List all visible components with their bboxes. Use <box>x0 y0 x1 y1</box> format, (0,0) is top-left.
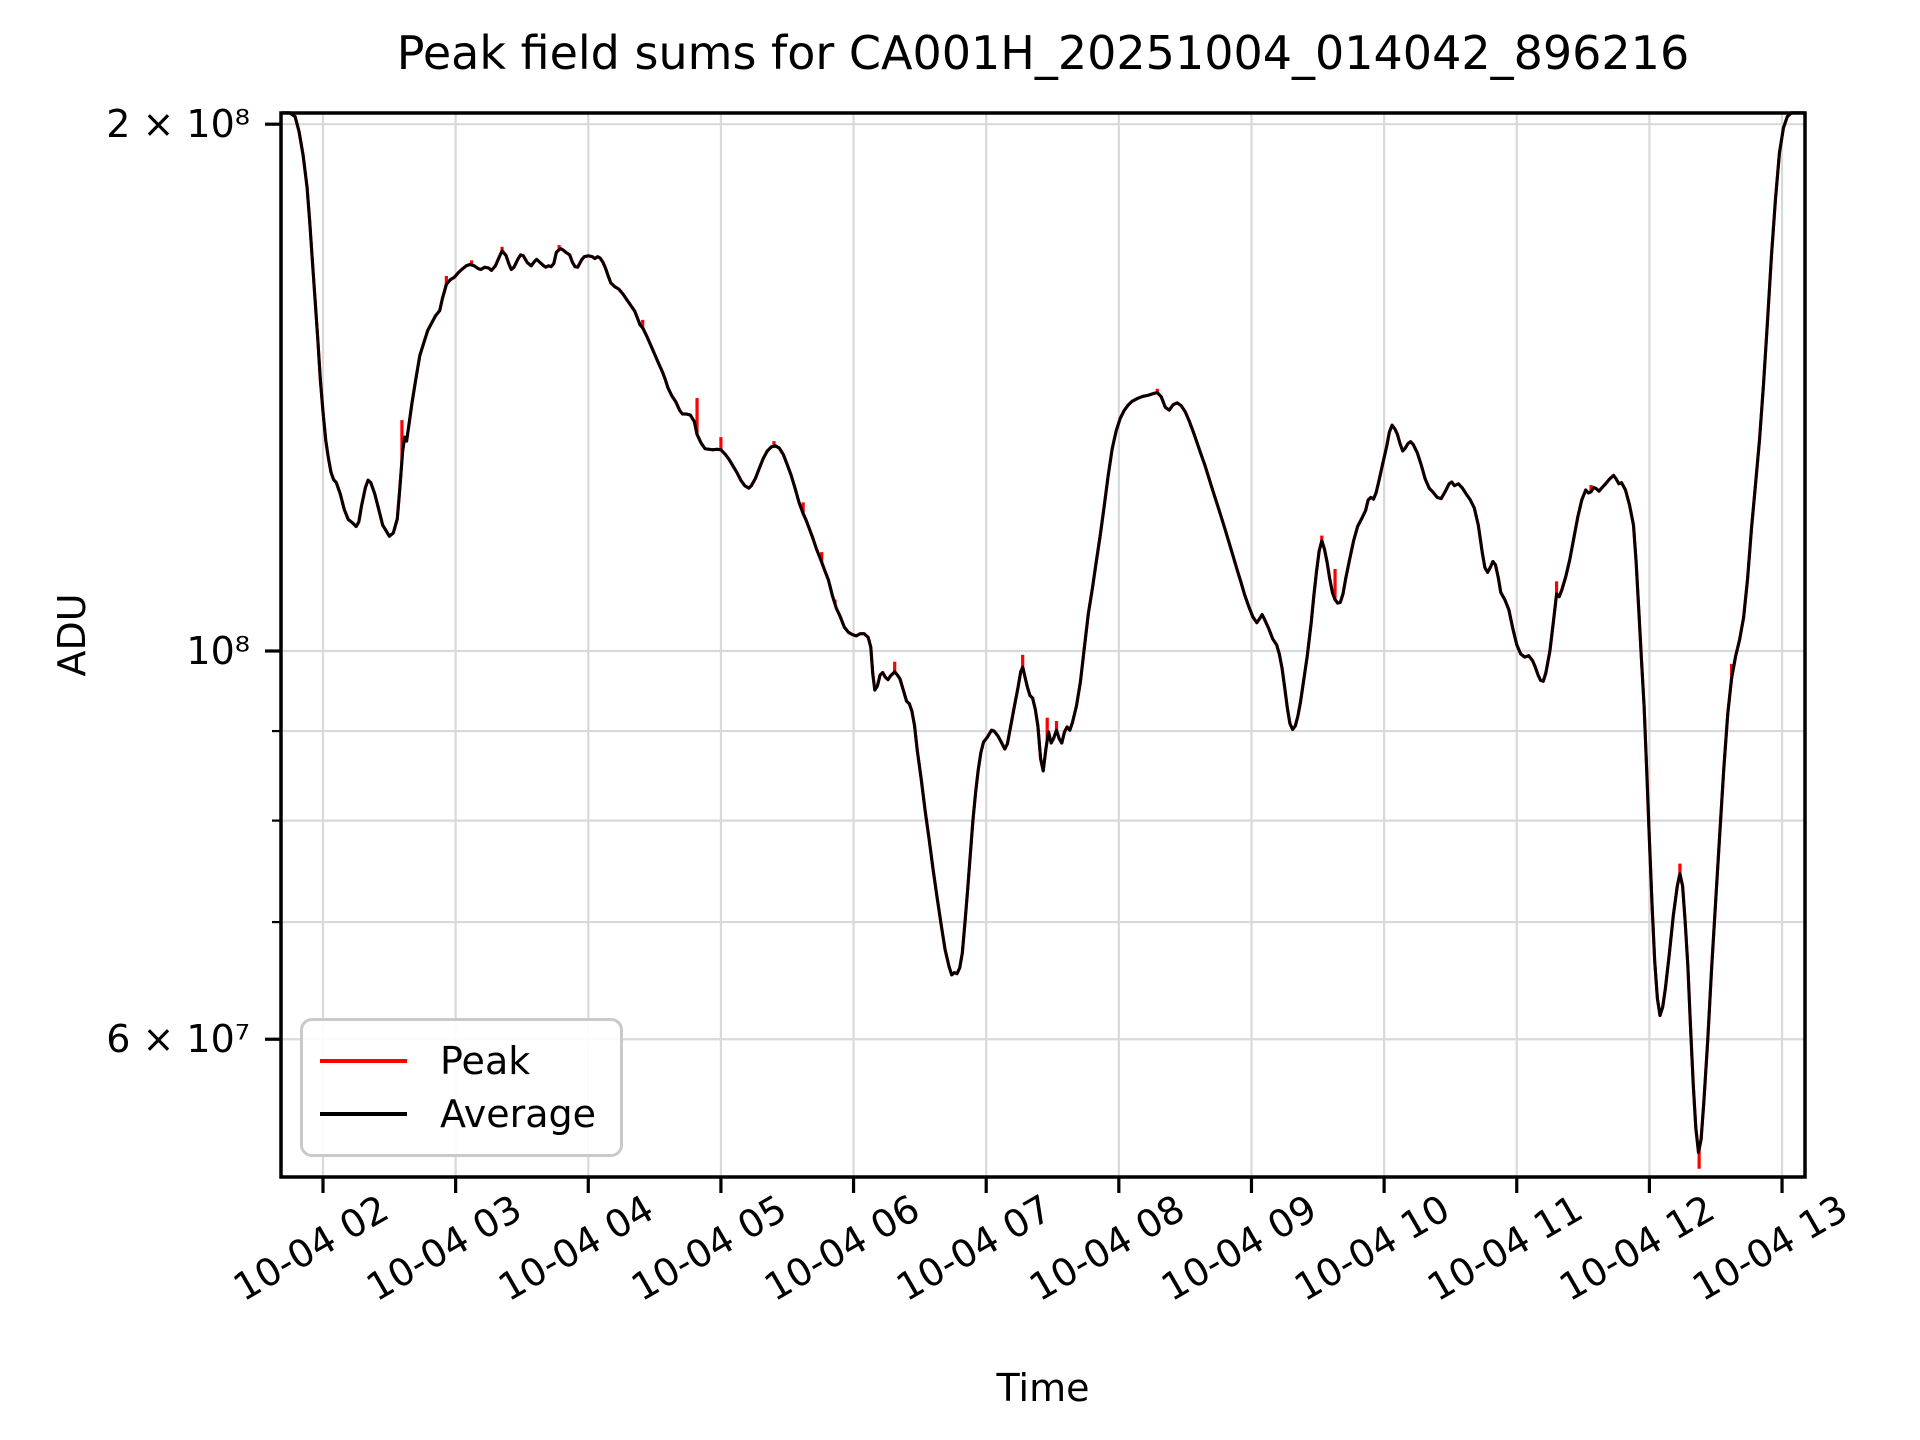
x-axis-label: Time <box>996 1366 1090 1410</box>
legend-entry-average: Average <box>320 1095 620 1133</box>
y-tick-label: 10⁸ <box>186 629 250 673</box>
peak-line-sample <box>320 1059 407 1063</box>
average-line-sample <box>320 1112 407 1116</box>
average-line <box>281 111 1805 1154</box>
legend-label-average: Average <box>440 1092 597 1136</box>
y-tick-label: 2 × 10⁸ <box>106 102 250 147</box>
legend-label-peak: Peak <box>440 1039 531 1083</box>
legend: Peak Average <box>300 1018 623 1157</box>
axes-spines <box>279 111 1807 1179</box>
chart-title: Peak field sums for CA001H_20251004_0140… <box>396 26 1690 80</box>
y-tick-label: 6 × 10⁷ <box>106 1017 250 1062</box>
legend-entry-peak: Peak <box>320 1042 620 1080</box>
